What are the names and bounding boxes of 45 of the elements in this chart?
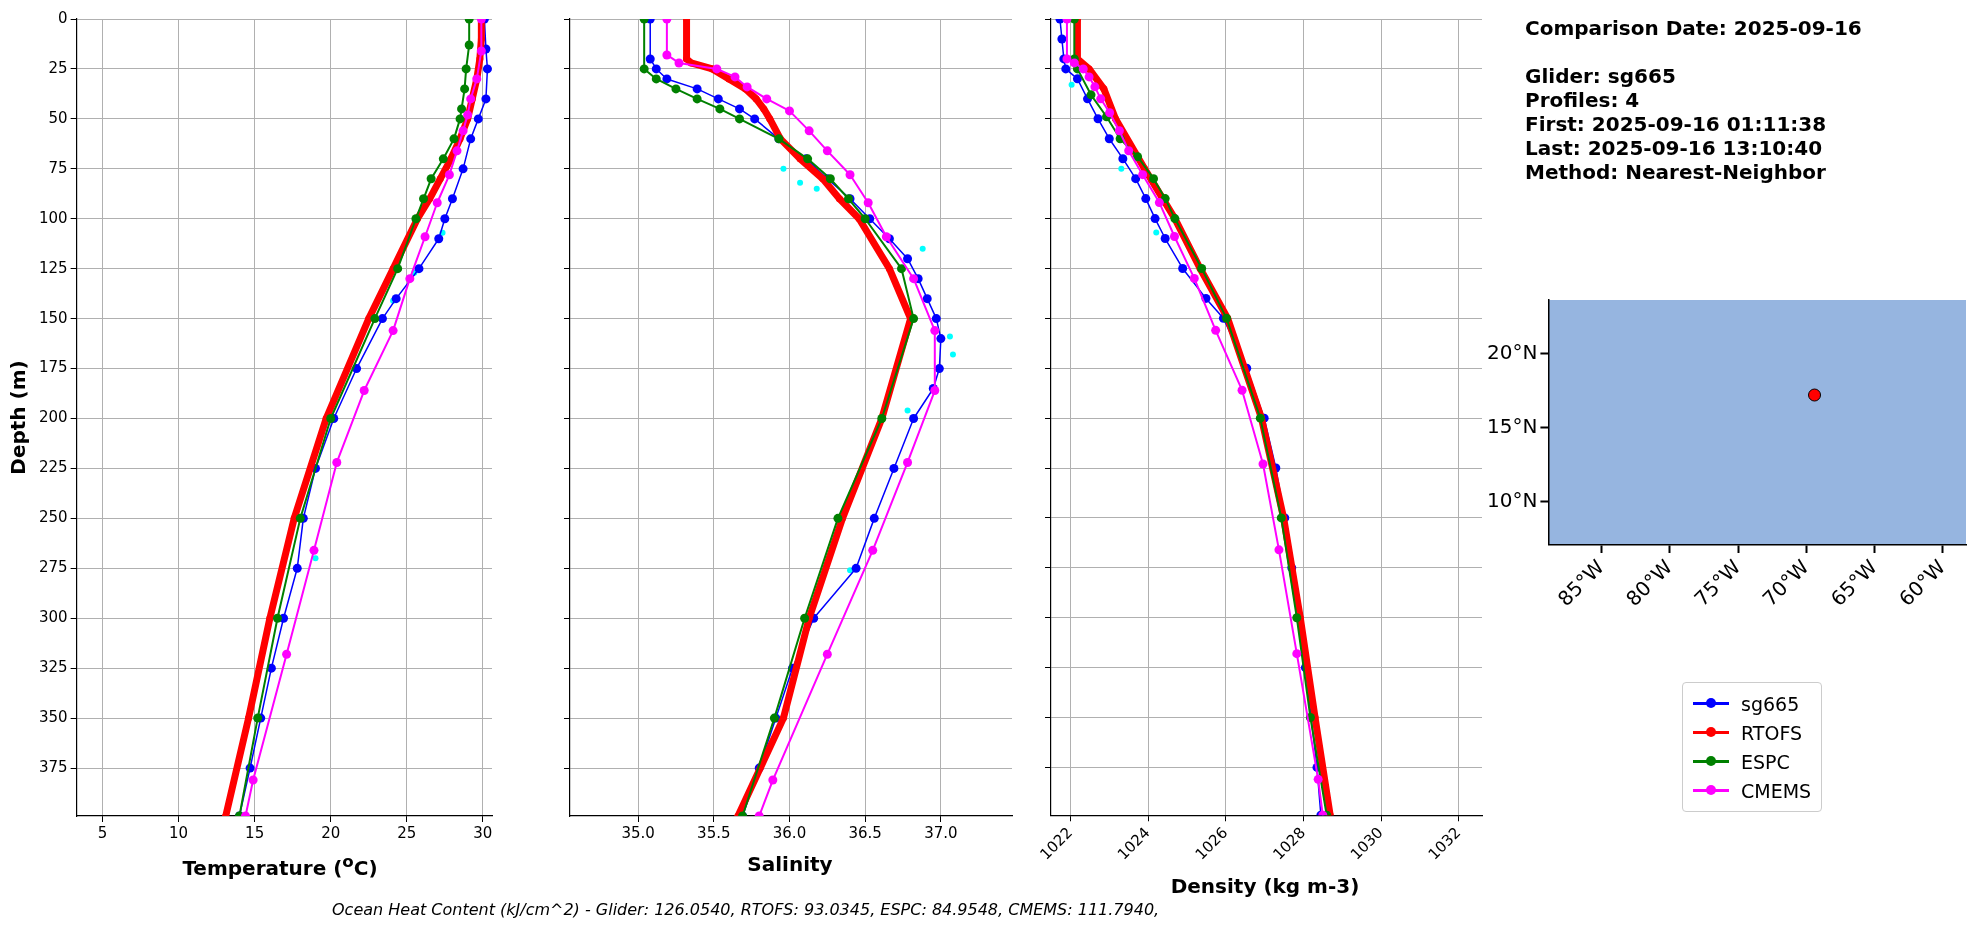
x-tick-label: 10	[169, 823, 189, 842]
y-tick-label: 200	[38, 408, 68, 427]
x-tick-label: 36.0	[772, 823, 807, 842]
text: Comparison Date: 2025-09-16	[1525, 16, 1862, 40]
y-tick-label: 275	[38, 558, 68, 577]
y-tick-label: 375	[38, 757, 68, 776]
y-tick-label: 100	[38, 208, 68, 227]
y-tick-label: 10°N	[1486, 488, 1538, 513]
y-tick-label: 150	[38, 308, 68, 327]
x-tick-label: 36.5	[848, 823, 882, 842]
x-tick-label: 5	[97, 823, 108, 842]
x-axis-title: Density (kg m-3)	[1169, 873, 1361, 898]
x-axis-title: Salinity	[746, 852, 834, 876]
y-tick-label: 15°N	[1486, 413, 1538, 438]
y-tick-label: 75	[48, 158, 68, 177]
x-axis-title: Temperature ($^{o}$C)	[181, 852, 379, 880]
x-tick-label: 15	[245, 823, 265, 842]
text: Method: Nearest-Neighbor	[1525, 160, 1827, 184]
y-tick-label: 0	[58, 8, 68, 27]
text: Last: 2025-09-16 13:10:40	[1525, 136, 1824, 160]
x-tick-label: 37.0	[924, 823, 958, 842]
x-tick-label: 20	[321, 823, 341, 842]
y-tick-label: 225	[38, 458, 68, 477]
x-tick-label: 35.0	[621, 823, 655, 842]
legend-label: RTOFS	[1741, 721, 1803, 744]
y-tick-label: 300	[38, 608, 68, 627]
legend-label: CMEMS	[1741, 779, 1812, 802]
legend-label: sg665	[1741, 692, 1800, 715]
text: First: 2025-09-16 01:11:38	[1525, 112, 1828, 136]
x-tick-label: 35.5	[697, 823, 731, 842]
y-tick-label: 175	[38, 358, 68, 377]
y-tick-label: 250	[38, 508, 68, 527]
text: Ocean Heat Content (kJ/cm^2) - Glider: 126.0540, RTOFS: 93.0345, ESPC: 84.9548, CMEMS: 111.7940,	[332, 900, 1160, 919]
y-axis-title: Depth (m)	[6, 360, 31, 475]
x-tick-label: 30	[473, 823, 493, 842]
text: Profiles: 4	[1525, 88, 1641, 112]
x-tick-label: 25	[397, 823, 417, 842]
legend-label: ESPC	[1741, 750, 1790, 773]
y-tick-label: 325	[38, 658, 68, 677]
y-tick-label: 50	[48, 108, 68, 127]
y-tick-label: 350	[38, 708, 68, 727]
y-tick-label: 20°N	[1486, 339, 1538, 364]
y-tick-label: 25	[48, 58, 68, 77]
y-tick-label: 125	[38, 258, 68, 277]
text: Glider: sg665	[1525, 64, 1677, 88]
